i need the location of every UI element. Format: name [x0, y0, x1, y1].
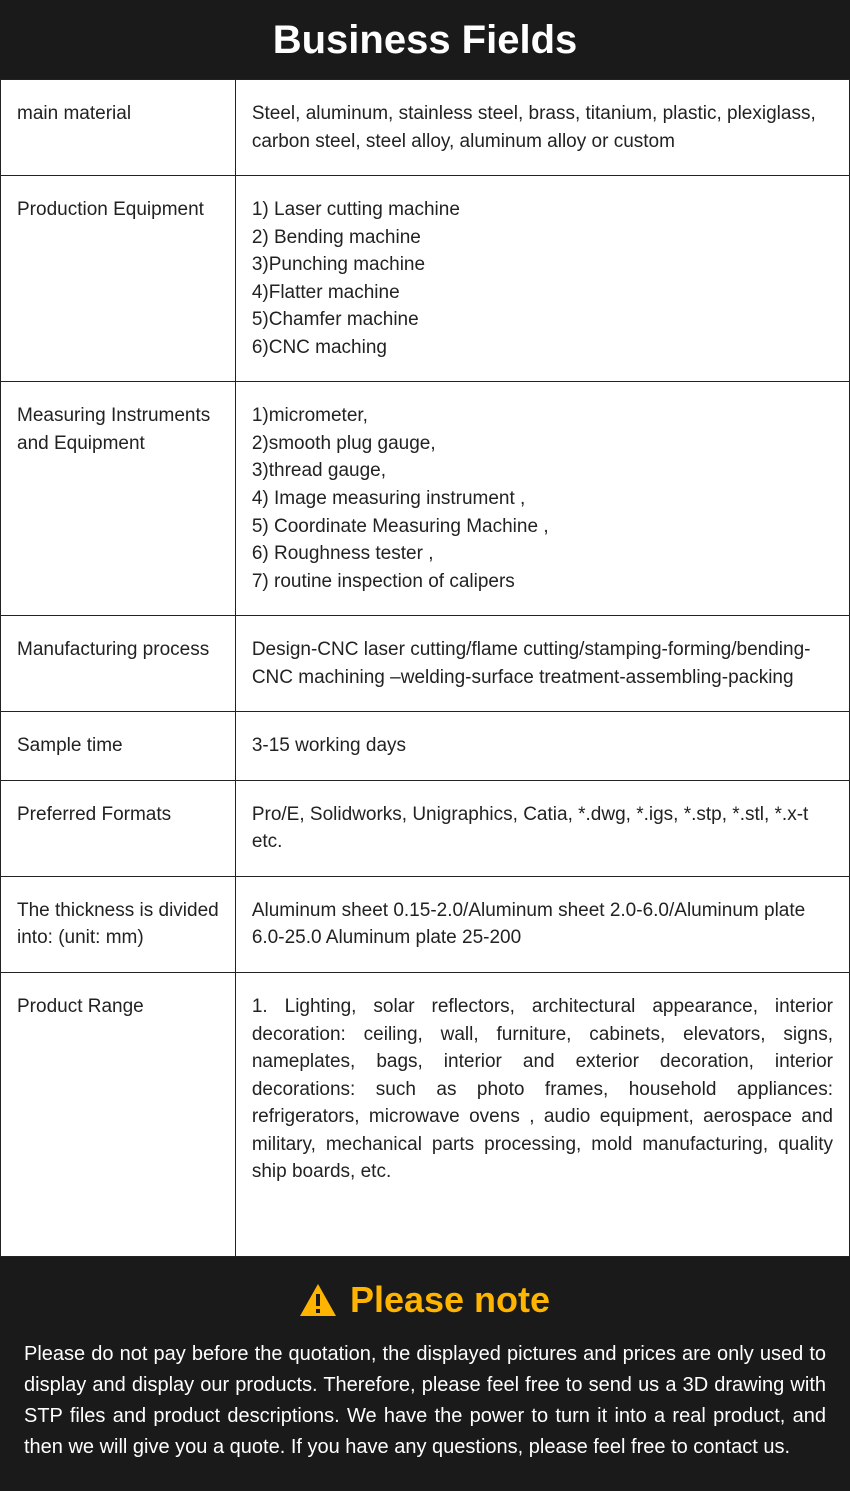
note-header: Please note	[24, 1257, 826, 1339]
row-value: 1. Lighting, solar reflectors, architect…	[235, 973, 849, 1257]
note-body-text: Please do not pay before the quotation, …	[24, 1339, 826, 1463]
row-label: Manufacturing process	[1, 616, 236, 712]
list-item: 6)CNC maching	[252, 334, 833, 362]
please-note-section: Please note Please do not pay before the…	[0, 1257, 850, 1491]
table-row: Measuring Instruments and Equipment1)mic…	[1, 382, 850, 616]
table-row: Manufacturing processDesign-CNC laser cu…	[1, 616, 850, 712]
list-item: 3)Punching machine	[252, 251, 833, 279]
row-label: The thickness is divided into: (unit: mm…	[1, 876, 236, 972]
row-value: 3-15 working days	[235, 712, 849, 781]
list-item: 2)smooth plug gauge,	[252, 430, 833, 458]
table-row: Preferred FormatsPro/E, Solidworks, Unig…	[1, 780, 850, 876]
list-item: 2) Bending machine	[252, 224, 833, 252]
list-item: 3)thread gauge,	[252, 457, 833, 485]
row-label: Production Equipment	[1, 176, 236, 382]
row-label: main material	[1, 80, 236, 176]
list-item: 5)Chamfer machine	[252, 306, 833, 334]
business-fields-table: main materialSteel, aluminum, stainless …	[0, 79, 850, 1257]
list-item: 5) Coordinate Measuring Machine ,	[252, 513, 833, 541]
row-label: Product Range	[1, 973, 236, 1257]
list-item: 4)Flatter machine	[252, 279, 833, 307]
warning-icon	[300, 1284, 336, 1316]
list-item: 1)micrometer,	[252, 402, 833, 430]
row-value: Aluminum sheet 0.15-2.0/Aluminum sheet 2…	[235, 876, 849, 972]
list-item: 1) Laser cutting machine	[252, 196, 833, 224]
page-title: Business Fields	[0, 0, 850, 79]
row-value: Steel, aluminum, stainless steel, brass,…	[235, 80, 849, 176]
note-title-text: Please note	[350, 1279, 550, 1321]
row-value: 1)micrometer,2)smooth plug gauge,3)threa…	[235, 382, 849, 616]
table-row: Product Range1. Lighting, solar reflecto…	[1, 973, 850, 1257]
list-item: 4) Image measuring instrument ,	[252, 485, 833, 513]
list-item: 6) Roughness tester ,	[252, 540, 833, 568]
table-row: main materialSteel, aluminum, stainless …	[1, 80, 850, 176]
table-row: The thickness is divided into: (unit: mm…	[1, 876, 850, 972]
row-value: 1) Laser cutting machine2) Bending machi…	[235, 176, 849, 382]
table-row: Production Equipment1) Laser cutting mac…	[1, 176, 850, 382]
row-value: Design-CNC laser cutting/flame cutting/s…	[235, 616, 849, 712]
table-row: Sample time3-15 working days	[1, 712, 850, 781]
row-label: Preferred Formats	[1, 780, 236, 876]
row-value: Pro/E, Solidworks, Unigraphics, Catia, *…	[235, 780, 849, 876]
row-label: Measuring Instruments and Equipment	[1, 382, 236, 616]
row-label: Sample time	[1, 712, 236, 781]
list-item: 7) routine inspection of calipers	[252, 568, 833, 596]
